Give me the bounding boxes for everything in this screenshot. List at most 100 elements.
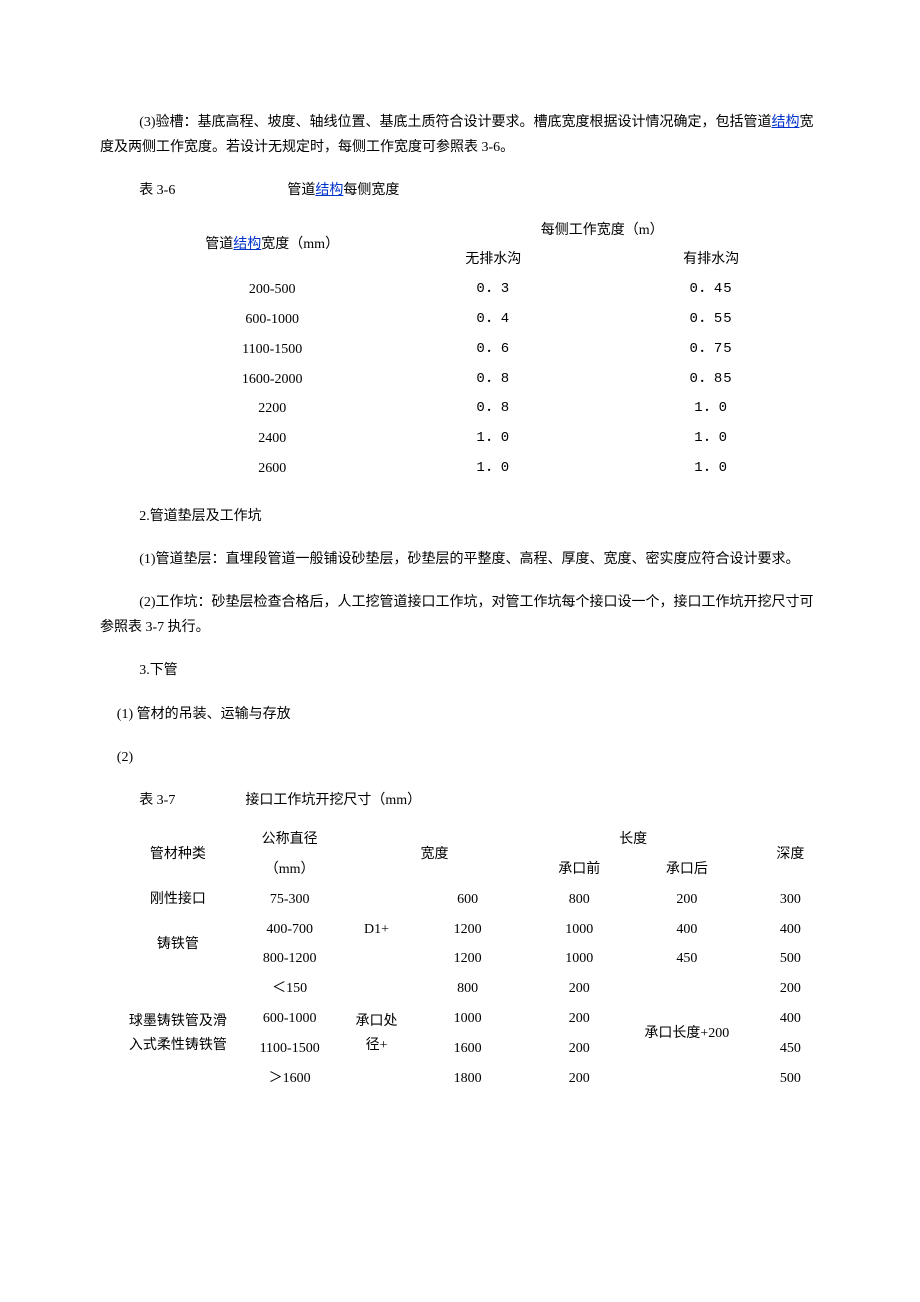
header-side-width: 每侧工作宽度（m） [384, 216, 820, 246]
header-dia: 公称直径 [236, 825, 344, 855]
header-pipe-width: 管道结构宽度（mm） [160, 216, 384, 276]
cell: 1600-2000 [160, 365, 384, 395]
cell: 600 [410, 885, 526, 915]
cell: 1000 [526, 915, 634, 945]
cell: 1000 [410, 1004, 526, 1034]
subheader-with-drain: 有排水沟 [602, 245, 820, 275]
header-depth: 深度 [741, 825, 840, 885]
table-row: 球墨铸铁管及滑入式柔性铸铁管 ＜150 承口处径+ 800 200 承口长度+2… [120, 974, 840, 1004]
table-3-7-caption: 表 3-7 接口工作坑开挖尺寸（mm） [100, 788, 820, 813]
table-header-row: 管道结构宽度（mm） 每侧工作宽度（m） [160, 216, 820, 246]
cell: 1200 [410, 915, 526, 945]
cell: 400 [633, 915, 741, 945]
cell: 1100-1500 [160, 335, 384, 365]
paragraph-bed-layer: (1)管道垫层：直埋段管道一般铺设砂垫层，砂垫层的平整度、高程、厚度、宽度、密实… [100, 547, 820, 572]
subheader-no-drain: 无排水沟 [384, 245, 602, 275]
cell: 1．0 [384, 454, 602, 484]
cell-back: 承口长度+200 [633, 974, 741, 1093]
cell: 800-1200 [236, 944, 344, 974]
cell: 0．75 [602, 335, 820, 365]
cell-width-prefix: D1+ [343, 885, 409, 974]
link-structure-2[interactable]: 结构 [315, 183, 343, 198]
cell: 200 [526, 974, 634, 1004]
heading-3: 3.下管 [100, 658, 820, 683]
cell: 2400 [160, 424, 384, 454]
cell: 200 [526, 1064, 634, 1094]
cell: 400-700 [236, 915, 344, 945]
cell: 300 [741, 885, 840, 915]
cell: 400 [741, 915, 840, 945]
header-dia-unit: （mm） [236, 855, 344, 885]
table-header-row: 管材种类 公称直径 宽度 长度 深度 [120, 825, 840, 855]
cell: 1．0 [602, 424, 820, 454]
cell-type: 铸铁管 [120, 915, 236, 975]
cell: 2200 [160, 394, 384, 424]
cell: 0．3 [384, 275, 602, 305]
link-structure-3[interactable]: 结构 [233, 237, 261, 252]
cell: 800 [526, 885, 634, 915]
cell: 200-500 [160, 275, 384, 305]
caption-number: 表 3-7 [139, 793, 175, 808]
cell-type: 球墨铸铁管及滑入式柔性铸铁管 [120, 974, 236, 1093]
table-3-7: 管材种类 公称直径 宽度 长度 深度 （mm） 承口前 承口后 刚性接口 75-… [120, 825, 840, 1093]
cell: 2600 [160, 454, 384, 484]
caption-text-b: 每侧宽度 [343, 183, 399, 198]
table-3-6-caption: 表 3-6 管道结构每侧宽度 [100, 178, 820, 203]
cell: ＞1600 [236, 1064, 344, 1094]
cell: 400 [741, 1004, 840, 1034]
table-row: 24001．01．0 [160, 424, 820, 454]
header-type: 管材种类 [120, 825, 236, 885]
caption-number: 表 3-6 [139, 183, 175, 198]
cell: 600-1000 [160, 305, 384, 335]
table-row: 200-5000．30．45 [160, 275, 820, 305]
cell: 1000 [526, 944, 634, 974]
caption-text: 接口工作坑开挖尺寸（mm） [245, 793, 421, 808]
cell: 450 [633, 944, 741, 974]
table-row: 1100-15000．60．75 [160, 335, 820, 365]
cell-type: 刚性接口 [120, 885, 236, 915]
table-3-6: 管道结构宽度（mm） 每侧工作宽度（m） 无排水沟 有排水沟 200-5000．… [160, 216, 820, 484]
cell: 200 [633, 885, 741, 915]
cell: 1600 [410, 1034, 526, 1064]
link-structure-1[interactable]: 结构 [772, 115, 800, 130]
cell: 1100-1500 [236, 1034, 344, 1064]
paragraph-item-2: (2) [100, 745, 820, 770]
cell: 200 [526, 1034, 634, 1064]
cell: 500 [741, 1064, 840, 1094]
cell: 0．8 [384, 394, 602, 424]
cell: 200 [526, 1004, 634, 1034]
cell: 0．85 [602, 365, 820, 395]
cell: 75-300 [236, 885, 344, 915]
cell: 1200 [410, 944, 526, 974]
table-row: 26001．01．0 [160, 454, 820, 484]
cell: 0．55 [602, 305, 820, 335]
heading-2: 2.管道垫层及工作坑 [100, 504, 820, 529]
cell: 600-1000 [236, 1004, 344, 1034]
paragraph-work-pit: (2)工作坑：砂垫层检查合格后，人工挖管道接口工作坑，对管工作坑每个接口设一个，… [100, 590, 820, 640]
cell: 0．4 [384, 305, 602, 335]
cell: 800 [410, 974, 526, 1004]
cell: 1．0 [602, 394, 820, 424]
cell: 200 [741, 974, 840, 1004]
caption-text-a: 管道 [287, 183, 315, 198]
cell: 1．0 [384, 424, 602, 454]
cell: ＜150 [236, 974, 344, 1004]
header-length: 长度 [526, 825, 741, 855]
table-row: 1600-20000．80．85 [160, 365, 820, 395]
cell: 0．6 [384, 335, 602, 365]
cell: 0．8 [384, 365, 602, 395]
paragraph-3: (3)验槽：基底高程、坡度、轴线位置、基底土质符合设计要求。槽底宽度根据设计情况… [100, 110, 820, 160]
paragraph-pipe-handle: (1) 管材的吊装、运输与存放 [100, 702, 820, 727]
subheader-back: 承口后 [633, 855, 741, 885]
cell: 450 [741, 1034, 840, 1064]
cell-width-prefix: 承口处径+ [343, 974, 409, 1093]
cell: 0．45 [602, 275, 820, 305]
table-row: 刚性接口 75-300 D1+ 600 800 200 300 [120, 885, 840, 915]
cell: 1800 [410, 1064, 526, 1094]
header-width: 宽度 [343, 825, 525, 885]
text: (3)验槽：基底高程、坡度、轴线位置、基底土质符合设计要求。槽底宽度根据设计情况… [139, 115, 771, 130]
table-row: 铸铁管 400-700 1200 1000 400 400 [120, 915, 840, 945]
cell: 500 [741, 944, 840, 974]
table-row: 600-10000．40．55 [160, 305, 820, 335]
subheader-front: 承口前 [526, 855, 634, 885]
